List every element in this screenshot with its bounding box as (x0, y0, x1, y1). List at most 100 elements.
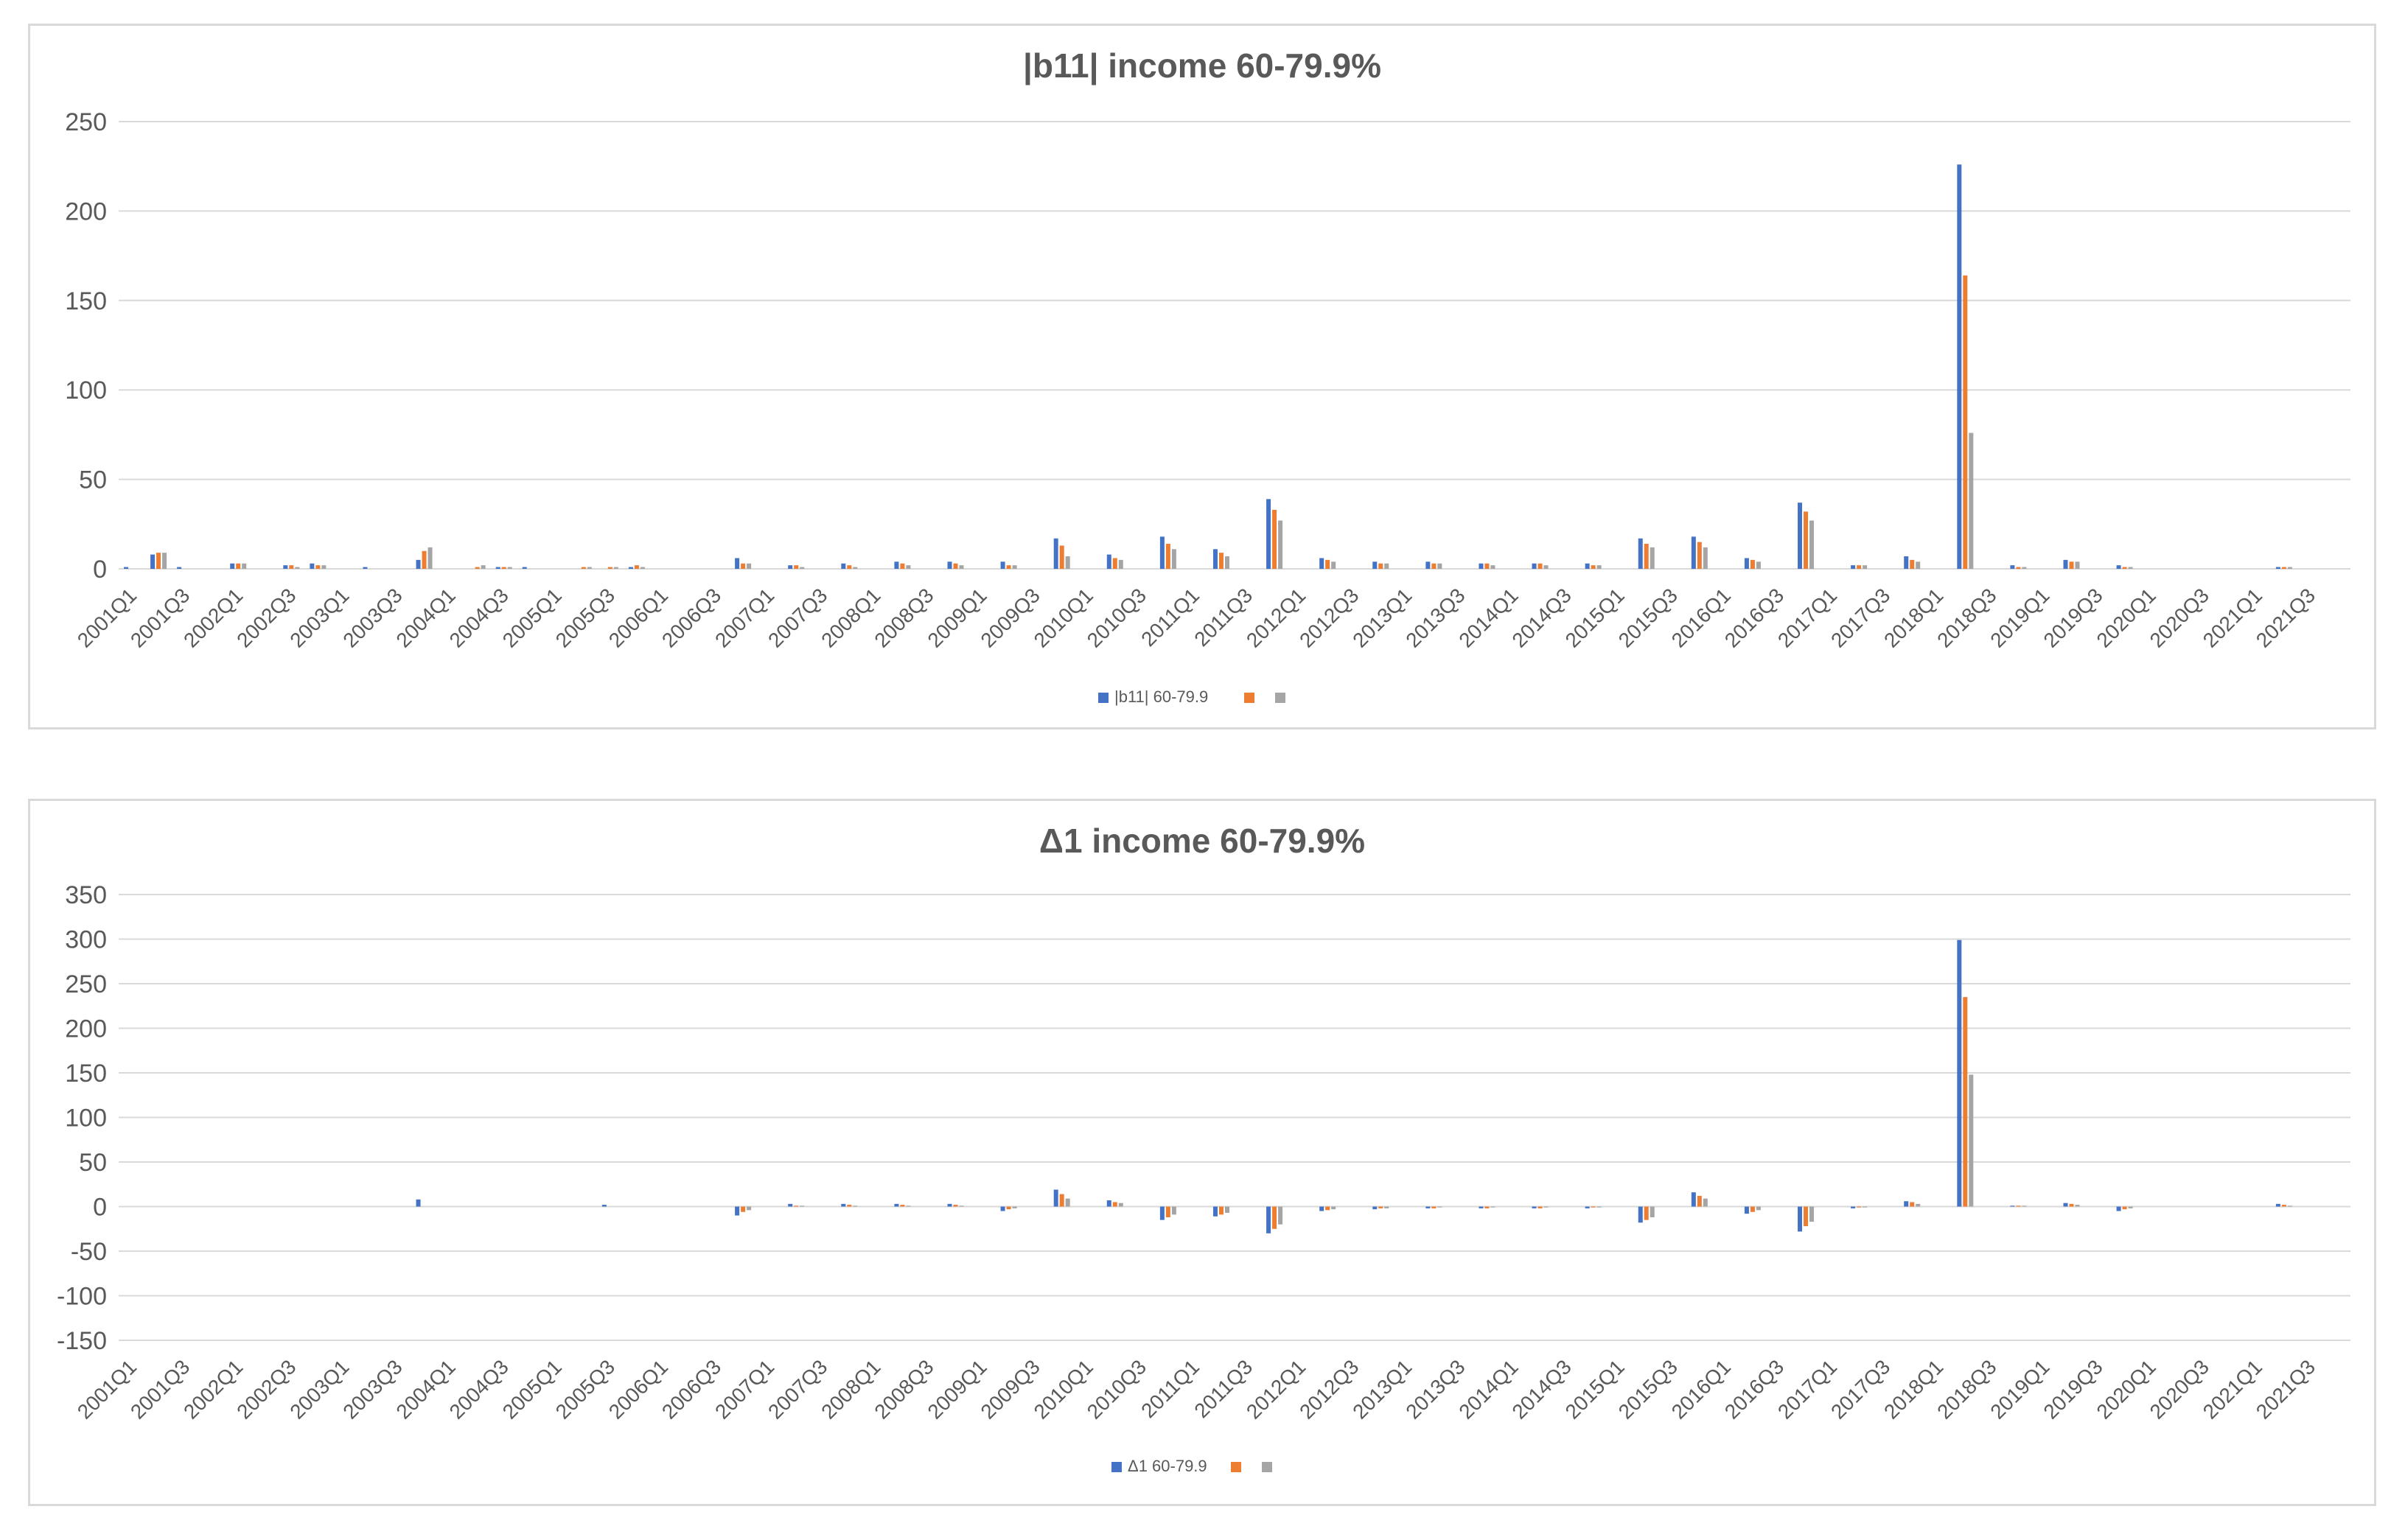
bar-2010Q4-s2 (1171, 1206, 1176, 1215)
x-tick-label: 2010Q3 (1083, 1355, 1151, 1423)
bar-2005Q4-s0 (628, 567, 633, 569)
bar-2010Q2-s0 (1106, 554, 1111, 569)
bar-2017Q2-s2 (1863, 565, 1868, 569)
legend: Δ1 60-79.9 (1111, 1457, 1272, 1475)
bar-2016Q4-s2 (1809, 520, 1815, 569)
x-tick-label: 2018Q1 (1879, 1355, 1947, 1423)
bar-2018Q4-s2 (2022, 1205, 2027, 1207)
bar-2018Q4-s2 (2022, 567, 2027, 569)
bar-2007Q2-s0 (788, 1203, 793, 1207)
x-tick-label: 2014Q1 (1454, 584, 1522, 651)
bar-2005Q3-s0 (601, 1205, 607, 1207)
x-tick-label: 2015Q3 (1614, 584, 1682, 651)
bar-2019Q4-s0 (2116, 1206, 2121, 1211)
x-tick-label: 2014Q3 (1507, 584, 1575, 651)
bar-2018Q4-s1 (2016, 567, 2021, 569)
x-tick-label: 2004Q3 (445, 584, 513, 651)
bar-2010Q4-s0 (1159, 536, 1165, 569)
y-tick-label: 0 (93, 1194, 107, 1222)
x-tick-label: 2006Q3 (657, 1355, 725, 1423)
bar-2019Q4-s2 (2128, 567, 2133, 569)
bar-2011Q2-s1 (1218, 553, 1224, 569)
bar-2005Q2-s1 (581, 567, 586, 569)
bar-2016Q4-s0 (1798, 503, 1803, 569)
bar-2017Q2-s1 (1857, 1206, 1862, 1208)
bar-2010Q2-s0 (1106, 1200, 1111, 1207)
bar-2009Q2-s2 (1012, 1206, 1017, 1208)
x-tick-label: 2004Q1 (391, 584, 459, 651)
bar-2018Q2-s2 (1969, 1074, 1974, 1207)
legend-label: |b11| 60-79.9 (1114, 687, 1208, 706)
bar-2012Q2-s2 (1331, 1206, 1336, 1210)
bar-2016Q4-s1 (1804, 511, 1809, 569)
y-tick-label: 50 (79, 466, 107, 494)
bar-2012Q2-s1 (1325, 1206, 1330, 1211)
bar-2013Q4-s2 (1490, 565, 1495, 569)
bar-2015Q4-s1 (1697, 1195, 1702, 1207)
bar-2021Q2-s2 (2287, 567, 2292, 569)
bar-2010Q2-s1 (1112, 1202, 1117, 1207)
bar-2010Q4-s1 (1165, 1206, 1170, 1218)
x-tick-label: 2013Q3 (1401, 584, 1469, 651)
bar-2011Q4-s1 (1272, 509, 1277, 569)
bar-2012Q2-s1 (1325, 559, 1330, 569)
x-tick-label: 2020Q1 (2092, 584, 2160, 651)
bar-2004Q3-s1 (501, 567, 506, 569)
x-tick-label: 2001Q1 (73, 1355, 141, 1423)
x-tick-label: 2009Q3 (977, 1355, 1044, 1423)
bar-2021Q2-s1 (2281, 1205, 2286, 1207)
bar-2019Q2-s0 (2063, 559, 2068, 569)
y-tick-label: 350 (65, 881, 107, 909)
bar-2011Q4-s2 (1278, 1206, 1283, 1225)
x-tick-label: 2013Q3 (1401, 1355, 1469, 1423)
bar-2015Q2-s2 (1650, 1206, 1655, 1218)
bar-2012Q4-s2 (1384, 563, 1389, 569)
x-tick-label: 2003Q3 (338, 1355, 406, 1423)
bar-2017Q4-s1 (1910, 1202, 1915, 1207)
bar-2018Q2-s1 (1963, 275, 1968, 569)
bar-2010Q2-s2 (1118, 559, 1123, 569)
bar-2016Q2-s0 (1744, 1206, 1749, 1214)
bar-2014Q2-s1 (1537, 563, 1543, 569)
x-tick-label: 2013Q1 (1348, 1355, 1416, 1423)
x-tick-label: 2009Q1 (923, 1355, 991, 1423)
bar-2016Q2-s2 (1756, 1206, 1761, 1211)
x-tick-label: 2009Q3 (977, 584, 1044, 651)
bar-2021Q2-s1 (2281, 567, 2286, 569)
y-tick-label: 250 (65, 970, 107, 998)
bar-2012Q4-s0 (1372, 1206, 1378, 1210)
bar-2014Q2-s2 (1543, 1206, 1549, 1208)
bar-2006Q4-s1 (741, 563, 746, 569)
bar-2007Q4-s2 (853, 567, 858, 569)
bar-2016Q4-s0 (1798, 1206, 1803, 1232)
bar-2007Q4-s0 (841, 563, 846, 569)
y-tick-label: 0 (93, 556, 107, 584)
bar-2015Q4-s1 (1697, 542, 1702, 569)
legend-swatch (1098, 693, 1109, 703)
x-tick-label: 2001Q3 (126, 1355, 194, 1423)
bar-2019Q2-s1 (2069, 1203, 2074, 1207)
bar-2009Q2-s0 (1000, 1206, 1005, 1211)
x-tick-label: 2007Q3 (764, 1355, 831, 1423)
bar-2014Q4-s2 (1596, 565, 1602, 569)
bar-2013Q4-s0 (1479, 1206, 1484, 1208)
x-tick-label: 2016Q1 (1667, 1355, 1735, 1423)
bar-2011Q2-s2 (1224, 1206, 1229, 1213)
bar-2018Q2-s0 (1957, 164, 1962, 570)
bar-2002Q3-s2 (295, 567, 300, 569)
bar-2008Q2-s0 (894, 561, 899, 569)
bar-2016Q2-s2 (1756, 561, 1761, 569)
bar-2015Q4-s0 (1691, 536, 1696, 569)
bar-2012Q4-s1 (1378, 563, 1383, 569)
bar-2013Q4-s1 (1484, 563, 1490, 569)
bar-2007Q4-s2 (853, 1205, 858, 1207)
bar-2009Q4-s1 (1059, 1194, 1064, 1207)
bar-2017Q4-s0 (1904, 1201, 1909, 1207)
bar-2009Q4-s2 (1065, 1198, 1070, 1207)
bar-2009Q4-s0 (1053, 538, 1058, 569)
bar-2007Q4-s1 (847, 1205, 852, 1207)
bar-2006Q4-s0 (735, 558, 740, 569)
bar-2012Q4-s1 (1378, 1206, 1383, 1208)
y-tick-label: -150 (57, 1327, 107, 1355)
bar-2014Q2-s2 (1543, 565, 1549, 569)
